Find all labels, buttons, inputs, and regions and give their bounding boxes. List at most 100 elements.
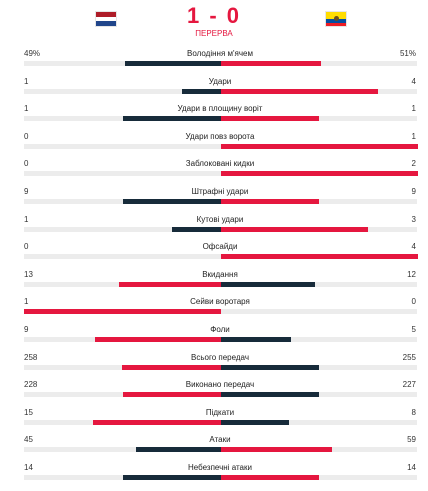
stat-bar-track — [24, 281, 417, 287]
stat-label: Сейви воротаря — [190, 297, 250, 307]
stat-away-value: 4 — [411, 76, 416, 86]
stat-row: 1 Кутові удари 3 — [0, 210, 428, 238]
stat-home-bar — [124, 61, 221, 66]
stat-label: Підкати — [205, 407, 235, 417]
stat-home-value: 258 — [24, 352, 38, 362]
match-header: 1 - 0 ПЕРЕРВА — [0, 0, 428, 44]
stat-bar-track — [23, 309, 417, 315]
stat-label: Заблоковані кидки — [185, 159, 255, 169]
stat-bar-track — [24, 419, 417, 425]
stat-row: 15 Підкати 8 — [0, 403, 428, 431]
stat-home-value: 0 — [24, 159, 29, 169]
stat-away-value: 51% — [399, 49, 416, 58]
stat-bar-track — [24, 392, 417, 398]
stat-bar-track — [24, 171, 418, 177]
stat-home-value: 1 — [24, 76, 29, 86]
stat-bar-track — [24, 61, 417, 66]
stat-home-bar — [92, 419, 221, 425]
stat-label: Офсайди — [202, 242, 238, 252]
stat-row: 258 Всього передач 255 — [0, 348, 428, 376]
stat-away-bar — [220, 447, 332, 453]
stats-list: 49% Володіння м'ячем 51% 1 Удари 4 1 Удари в пл… — [0, 44, 428, 486]
stat-away-value: 4 — [411, 242, 416, 252]
stat-row: 14 Небезпечні атаки 14 — [0, 458, 428, 486]
stat-away-value: 0 — [411, 297, 416, 307]
stat-bar-track — [24, 198, 417, 204]
stat-label: Кутові удари — [196, 214, 244, 224]
stat-bar-track — [24, 474, 417, 480]
stat-away-value: 59 — [407, 435, 416, 445]
stat-away-value: 1 — [411, 104, 416, 114]
stat-label: Фоли — [210, 324, 230, 334]
stat-label: Виконано передач — [185, 380, 255, 390]
stat-home-bar — [23, 309, 221, 315]
stat-label: Атаки — [209, 435, 231, 445]
stat-away-bar — [220, 392, 319, 398]
stat-away-bar — [220, 419, 289, 425]
stat-home-value: 0 — [24, 242, 29, 252]
stat-away-value: 9 — [411, 186, 416, 196]
stat-away-bar — [220, 254, 418, 260]
stat-away-bar — [220, 88, 378, 94]
stat-label: Вкидання — [202, 269, 238, 279]
stat-away-bar — [220, 364, 319, 370]
stat-away-value: 2 — [411, 159, 416, 169]
stat-row: 0 Удари повз ворота 1 — [0, 127, 428, 155]
stat-home-bar — [181, 88, 221, 94]
stat-away-bar — [220, 116, 319, 122]
stat-away-bar — [220, 143, 418, 149]
stat-row: 1 Сейви воротаря 0 — [0, 292, 428, 320]
stat-home-bar — [122, 474, 221, 480]
stat-away-value: 255 — [402, 352, 416, 362]
stat-home-value: 15 — [24, 407, 33, 417]
stat-label: Володіння м'ячем — [187, 49, 253, 58]
stat-away-bar — [220, 281, 315, 287]
stat-bar-track — [24, 447, 417, 453]
netherlands-flag-icon — [95, 11, 117, 27]
stat-label: Штрафні удари — [191, 186, 249, 196]
stat-away-value: 12 — [407, 269, 416, 279]
stat-away-value: 8 — [411, 407, 416, 417]
stat-row: 13 Вкидання 12 — [0, 265, 428, 293]
stat-label: Удари повз ворота — [185, 131, 255, 141]
stat-away-value: 14 — [407, 462, 416, 472]
match-score: 1 - 0 — [186, 3, 242, 28]
stat-home-bar — [135, 447, 221, 453]
stat-home-value: 14 — [24, 462, 33, 472]
stat-label: Небезпечні атаки — [188, 462, 252, 472]
stat-home-value: 0 — [24, 131, 29, 141]
stat-away-value: 227 — [402, 380, 416, 390]
stat-home-bar — [118, 281, 221, 287]
stat-row: 1 Удари 4 — [0, 72, 428, 100]
stat-home-bar — [122, 116, 221, 122]
stat-home-value: 1 — [24, 104, 29, 114]
stat-away-bar — [220, 474, 319, 480]
stat-away-value: 1 — [411, 131, 416, 141]
stat-home-value: 1 — [24, 214, 29, 224]
stat-bar-track — [24, 254, 418, 260]
stat-away-bar — [220, 198, 319, 204]
stat-home-bar — [171, 226, 221, 232]
stat-bar-track — [24, 336, 417, 342]
stat-row: 0 Заблоковані кидки 2 — [0, 154, 428, 182]
stat-home-bar — [122, 392, 221, 398]
stat-away-bar — [220, 171, 418, 177]
stat-home-bar — [94, 336, 221, 342]
stat-bar-track — [24, 116, 417, 122]
stat-row: 49% Володіння м'ячем 51% — [0, 44, 428, 72]
stat-away-bar — [220, 336, 291, 342]
stat-row: 9 Фоли 5 — [0, 320, 428, 348]
stat-home-bar — [121, 364, 221, 370]
stat-row: 0 Офсайди 4 — [0, 237, 428, 265]
stat-label: Всього передач — [191, 352, 249, 362]
stat-home-value: 49% — [24, 49, 41, 58]
stat-home-bar — [122, 198, 221, 204]
match-status: ПЕРЕРВА — [195, 29, 233, 38]
stat-label: Удари — [208, 76, 232, 86]
stat-away-bar — [220, 226, 368, 232]
stat-home-value: 9 — [24, 186, 29, 196]
stat-row: 1 Удари в площину воріт 1 — [0, 99, 428, 127]
stat-home-value: 228 — [24, 380, 38, 390]
stat-home-value: 9 — [24, 324, 29, 334]
stat-away-value: 5 — [411, 324, 416, 334]
